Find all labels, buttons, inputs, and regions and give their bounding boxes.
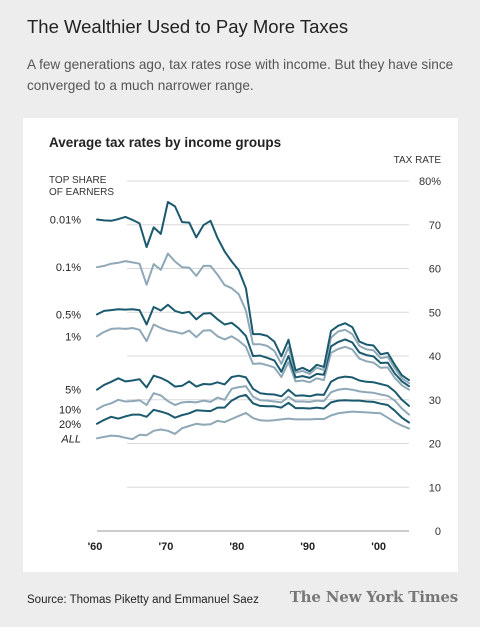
chart-card: Average tax rates by income groups 0.01%… <box>23 118 458 572</box>
series-line-20 <box>96 393 410 425</box>
series-label: 0.1% <box>56 262 81 274</box>
y-tick-label: 80% <box>419 176 441 188</box>
y-axis-label: TAX RATE <box>394 155 442 166</box>
series-label: 5% <box>65 385 81 397</box>
series-label: 20% <box>59 419 81 431</box>
series-label: 0.01% <box>50 215 81 227</box>
series-label: 10% <box>59 404 81 416</box>
x-axis-ticks: '60 '70 '80 '90 '00 <box>88 541 386 553</box>
series-labels: 0.01% 0.1% 0.5% 1% 5% 10% 20% ALL <box>50 215 81 446</box>
legend-title: TOP SHARE OF EARNERS <box>49 175 114 198</box>
legend-title-line: OF EARNERS <box>49 187 114 198</box>
x-tick-label: '80 <box>229 541 244 553</box>
subhead: A few generations ago, tax rates rose wi… <box>27 57 454 93</box>
series-line-001 <box>96 201 410 382</box>
series-line-01 <box>96 252 410 385</box>
y-tick-label: 0 <box>435 526 441 538</box>
series-line-ALL <box>96 410 410 441</box>
y-tick-label: 20 <box>429 439 441 451</box>
x-tick-label: '70 <box>158 541 173 553</box>
nyt-logo: The New York Times <box>289 588 458 606</box>
chart-title: Average tax rates by income groups <box>49 135 281 150</box>
headline: The Wealthier Used to Pay More Taxes <box>27 16 349 37</box>
legend-title-line: TOP SHARE <box>49 175 107 186</box>
y-tick-label: 50 <box>429 307 441 319</box>
series-line-1 <box>96 323 410 391</box>
source-note: Source: Thomas Piketty and Emmanuel Saez <box>27 594 259 606</box>
series-line-05 <box>96 303 410 388</box>
gridlines <box>97 180 409 532</box>
y-tick-label: 70 <box>429 220 441 232</box>
series-label: 1% <box>65 331 81 343</box>
y-axis-ticks: 0 10 20 30 40 50 60 70 80% <box>419 176 441 538</box>
y-tick-label: 10 <box>429 482 441 494</box>
x-tick-label: '00 <box>371 541 386 553</box>
series-label: 0.5% <box>56 309 81 321</box>
x-tick-label: '60 <box>88 541 103 553</box>
series-line-10 <box>96 385 410 416</box>
y-tick-label: 30 <box>429 395 441 407</box>
series-line-5 <box>96 374 410 407</box>
series-lines <box>96 201 410 441</box>
x-tick-label: '90 <box>300 541 315 553</box>
y-tick-label: 60 <box>429 264 441 276</box>
tax-rate-chart: Average tax rates by income groups 0.01%… <box>49 135 442 553</box>
series-label: ALL <box>60 433 81 445</box>
y-tick-label: 40 <box>429 351 441 363</box>
